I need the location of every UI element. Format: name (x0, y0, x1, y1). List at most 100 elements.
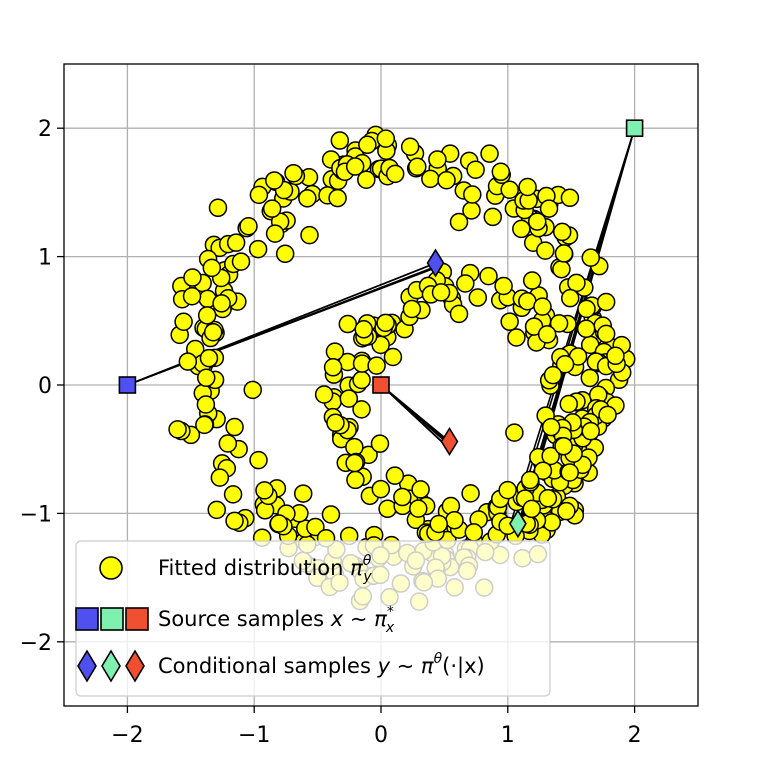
fitted-point (314, 385, 334, 404)
fitted-point (554, 244, 574, 263)
fitted-point (328, 188, 347, 208)
fitted-point (463, 185, 482, 204)
fitted-point (437, 170, 456, 190)
fitted-point (243, 380, 262, 400)
fitted-point (581, 248, 601, 267)
fitted-point (428, 150, 447, 169)
x-tick-label: 2 (628, 723, 642, 748)
fitted-point (352, 370, 371, 390)
fitted-point (323, 358, 343, 377)
fitted-point (269, 514, 289, 533)
fitted-point (596, 324, 616, 344)
fitted-point (539, 199, 559, 218)
fitted-point (567, 273, 586, 293)
y-tick-label: −1 (20, 502, 52, 527)
fitted-point (537, 325, 557, 344)
fitted-point (210, 468, 230, 487)
fitted-point (339, 389, 359, 408)
fitted-point (367, 356, 386, 375)
fitted-point (203, 322, 223, 342)
fitted-point (345, 453, 364, 473)
fitted-point (207, 500, 226, 520)
fitted-point (385, 466, 405, 485)
fitted-point (507, 328, 526, 347)
connection-line (380, 384, 449, 442)
fitted-point (520, 470, 540, 490)
fitted-point (393, 487, 412, 507)
source-sample-marker (372, 376, 390, 394)
fitted-point (255, 481, 274, 500)
fitted-point (538, 489, 558, 508)
fitted-point (249, 450, 268, 470)
legend-fitted-label: Fitted distribution πθ y (158, 553, 372, 585)
axis-ticks: −2 −1 0 1 2 −2 −1 0 1 2 (20, 117, 642, 748)
fitted-point (560, 188, 580, 208)
y-tick-label: 2 (38, 117, 52, 142)
legend-source-label: Source samples x ∼ π* x (158, 604, 395, 636)
fitted-point (461, 484, 480, 503)
fitted-point (500, 312, 519, 331)
fitted-point (385, 164, 405, 184)
fitted-point (598, 405, 617, 425)
fitted-point (376, 129, 396, 148)
fitted-point (580, 368, 600, 388)
fitted-point (541, 446, 560, 466)
fitted-point (357, 170, 376, 189)
fitted-point (183, 268, 202, 287)
fitted-point (555, 354, 575, 374)
fitted-point (576, 319, 596, 339)
x-tick-label: 0 (374, 723, 388, 748)
legend-source-green-marker (100, 607, 124, 631)
fitted-point (371, 479, 391, 499)
fitted-point (606, 346, 625, 366)
y-tick-label: −2 (20, 631, 52, 656)
fitted-point (321, 505, 341, 524)
fitted-point (498, 480, 517, 500)
fitted-point (265, 224, 285, 243)
fitted-point (445, 510, 464, 530)
fitted-point (494, 276, 513, 296)
fitted-point (533, 297, 552, 316)
fitted-point (298, 189, 317, 208)
fitted-point (168, 420, 187, 439)
fitted-point (541, 417, 561, 437)
x-tick-label: −1 (238, 723, 270, 748)
fitted-point (468, 288, 488, 307)
fitted-point (557, 501, 576, 521)
fitted-point (378, 499, 397, 519)
connection-line (380, 384, 447, 447)
fitted-point (326, 413, 345, 433)
x-tick-label: 1 (501, 723, 515, 748)
fitted-point (300, 225, 319, 245)
conditional-sample-marker (440, 426, 459, 457)
fitted-point (543, 365, 563, 385)
fitted-point (505, 423, 524, 442)
fitted-point (202, 258, 222, 278)
fitted-point (325, 342, 345, 361)
fitted-point (533, 461, 553, 480)
fitted-point (358, 135, 377, 155)
legend-source-blue-marker (75, 607, 99, 631)
fitted-point (354, 320, 374, 339)
fitted-point (178, 352, 198, 371)
fitted-point (223, 485, 243, 504)
fitted-point (456, 274, 475, 293)
fitted-point (479, 266, 498, 286)
fitted-point (577, 299, 596, 319)
fitted-point (376, 313, 395, 333)
fitted-point (559, 394, 579, 414)
fitted-point (225, 511, 244, 531)
fitted-point (197, 306, 217, 325)
fitted-point (408, 157, 427, 176)
fitted-point (549, 314, 569, 333)
fitted-point (491, 162, 511, 182)
fitted-point (480, 144, 499, 163)
fitted-point (330, 131, 350, 150)
legend-conditional-blue-marker (77, 649, 97, 683)
fitted-point (512, 219, 531, 239)
y-tick-label: 1 (38, 246, 52, 271)
fitted-point (182, 286, 202, 306)
fitted-point (383, 347, 403, 367)
source-sample-marker (625, 119, 644, 137)
